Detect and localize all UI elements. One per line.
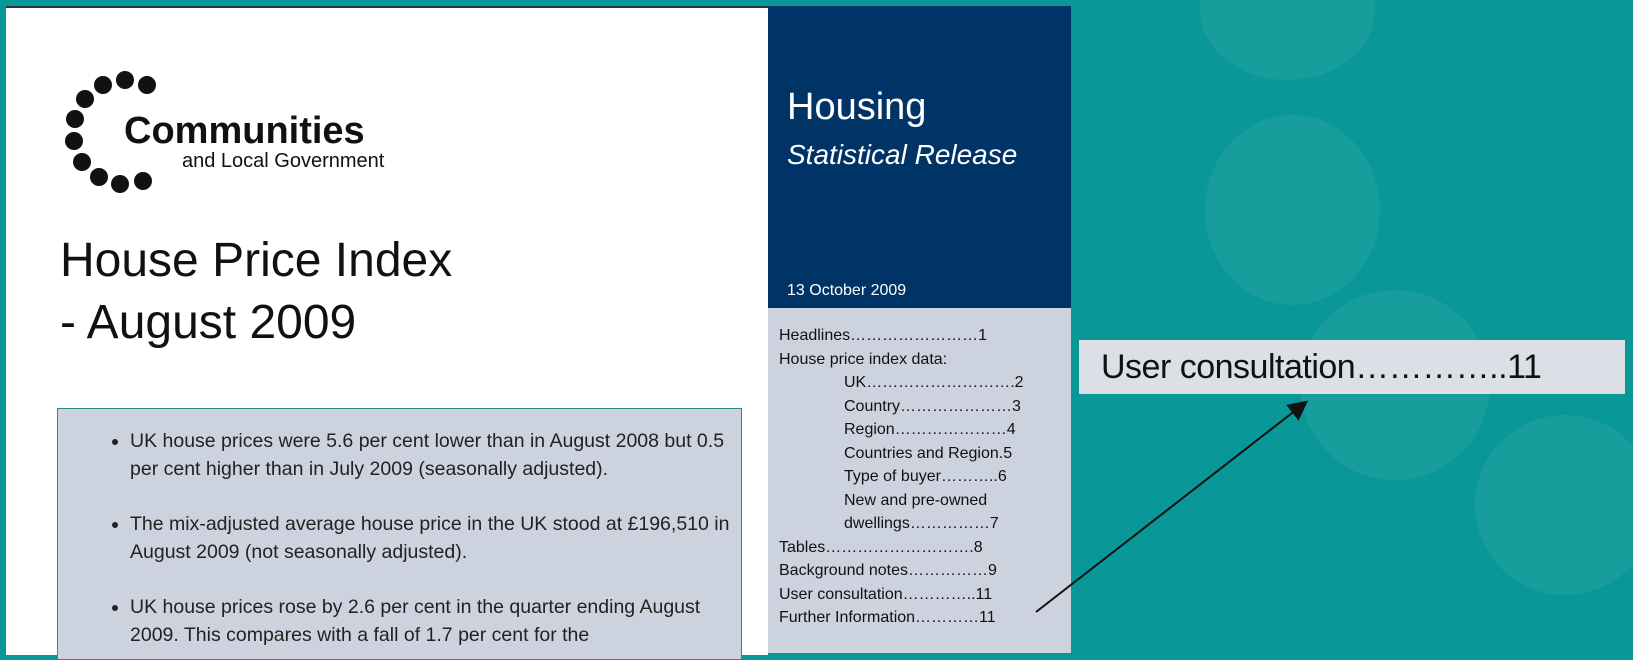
logo: Communities and Local Government	[65, 71, 385, 193]
contents-entry: Background notes……………9	[779, 562, 997, 579]
bullet: UK house prices were 5.6 per cent lower …	[130, 427, 741, 483]
bg-circle	[1205, 115, 1380, 305]
title-line: - August 2009	[60, 296, 357, 349]
bullet-list: UK house prices were 5.6 per cent lower …	[58, 427, 741, 649]
contents-entry: Countries and Region.5	[844, 444, 1013, 462]
contents-entry: Type of buyer………..6	[844, 468, 1007, 485]
callout-arrow	[1035, 400, 1309, 613]
contents-entry: Further Information…………11	[779, 609, 996, 626]
headline-box: UK house prices were 5.6 per cent lower …	[57, 408, 742, 660]
contents-entry: UK……………………….2	[844, 374, 1024, 391]
logo-subname: and Local Government	[182, 150, 385, 172]
contents-entry: Headlines……………………1	[779, 327, 988, 344]
banner-subheading: Statistical Release	[787, 139, 1018, 170]
contents: Headlines……………………1 House price index data…	[768, 308, 1071, 653]
contents-group: Tables……………………….8 Background notes……………9 U…	[779, 536, 1071, 630]
release-date: 13 October 2009	[787, 282, 907, 299]
contents-entry: Tables……………………….8	[779, 538, 983, 556]
contents-entry: New and pre-owned dwellings……………7	[844, 491, 999, 533]
zoom-callout: User consultation…………..11	[1079, 340, 1625, 394]
contents-entry: Region…………………4	[844, 421, 1016, 438]
contents-entry: User consultation…………..11	[779, 585, 993, 603]
contents-entry: House price index data:	[779, 350, 948, 368]
title: House Price Index - August 2009	[60, 230, 452, 354]
contents-group: Headlines……………………1 House price index data…	[779, 324, 1071, 371]
banner: Housing Statistical Release 13 October 2…	[768, 6, 1071, 308]
logo-name: Communities	[124, 110, 365, 152]
bullet: UK house prices rose by 2.6 per cent in …	[130, 593, 741, 649]
bullet: The mix-adjusted average house price in …	[130, 510, 741, 566]
bg-circle	[1475, 415, 1633, 595]
contents-entry: Country…………………3	[844, 397, 1021, 415]
title-line: House Price Index	[60, 234, 453, 287]
contents-group: UK……………………….2 Country…………………3 Region…………………	[844, 371, 1044, 536]
banner-heading: Housing	[787, 86, 927, 128]
